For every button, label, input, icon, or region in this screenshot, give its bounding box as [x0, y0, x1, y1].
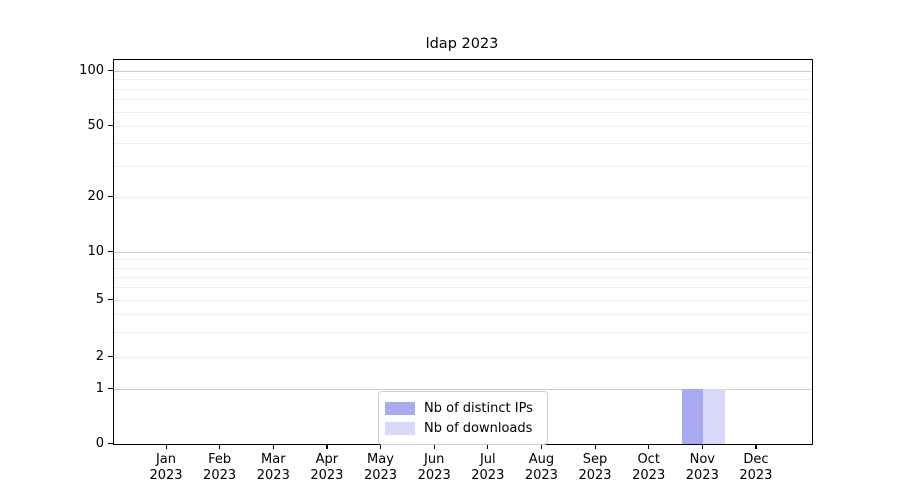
y-tick-label: 10 [87, 243, 104, 259]
x-tick-label: Nov 2023 [685, 452, 719, 483]
gridline-minor [114, 267, 812, 269]
x-tick-mark [540, 444, 543, 449]
gridline-minor [114, 300, 812, 301]
y-tick-mark [108, 442, 113, 444]
x-tick-mark [487, 444, 489, 449]
bar-nb-of-downloads [703, 389, 725, 444]
y-tick-label: 20 [87, 188, 104, 204]
x-tick-label: May 2023 [363, 452, 398, 483]
x-tick-mark [594, 444, 596, 449]
gridline-minor [114, 331, 812, 333]
gridline-minor [114, 276, 812, 278]
y-tick-label: 5 [95, 291, 104, 307]
x-tick-mark [326, 444, 328, 449]
gridline-minor [114, 88, 812, 90]
x-tick-label: Jan 2023 [149, 452, 183, 483]
gridline-minor [114, 165, 812, 167]
y-tick-mark [108, 355, 113, 357]
gridline-minor [114, 357, 812, 358]
y-tick-mark [108, 69, 113, 71]
x-tick-label: Apr 2023 [310, 452, 344, 483]
gridline-minor [114, 197, 812, 198]
x-tick-label: Aug 2023 [524, 452, 558, 483]
legend: Nb of distinct IPs Nb of downloads [378, 391, 548, 445]
gridline-minor [114, 259, 812, 261]
bar-nb-of-distinct-ips [681, 389, 704, 444]
gridline-minor [114, 313, 812, 315]
legend-label-distinct-ips: Nb of distinct IPs [424, 400, 533, 416]
legend-swatch-downloads [385, 421, 415, 435]
x-tick-mark [701, 444, 703, 449]
gridline-minor [114, 287, 812, 289]
x-tick-label: Oct 2023 [632, 452, 666, 483]
plot-area: Nb of distinct IPs Nb of downloads [113, 59, 813, 445]
x-tick-label: Feb 2023 [203, 452, 237, 483]
x-tick-mark [433, 444, 435, 449]
gridline-major [114, 71, 812, 72]
legend-swatch-distinct-ips [385, 401, 415, 415]
legend-label-downloads: Nb of downloads [424, 420, 533, 436]
x-tick-mark [165, 444, 167, 449]
gridline-minor [114, 111, 812, 113]
x-tick-label: Mar 2023 [256, 452, 290, 483]
x-tick-mark [219, 444, 221, 449]
x-tick-label: Jun 2023 [417, 452, 451, 483]
y-tick-label: 50 [87, 117, 104, 133]
x-tick-mark [755, 444, 757, 449]
legend-item-downloads: Nb of downloads [385, 418, 539, 438]
y-tick-mark [108, 387, 113, 389]
x-tick-label: Sep 2023 [578, 452, 612, 483]
gridline-minor [114, 99, 812, 101]
y-tick-label: 100 [79, 62, 104, 78]
x-tick-label: Dec 2023 [739, 452, 773, 483]
y-tick-label: 0 [95, 435, 104, 451]
y-tick-mark [108, 298, 113, 300]
chart-title: ldap 2023 [425, 36, 499, 52]
gridline-major [114, 252, 812, 253]
legend-item-distinct-ips: Nb of distinct IPs [385, 398, 539, 418]
x-tick-label: Jul 2023 [471, 452, 505, 483]
y-tick-mark [108, 250, 113, 252]
y-tick-label: 1 [95, 380, 104, 396]
y-tick-mark [108, 195, 113, 197]
gridline-minor [114, 79, 812, 81]
y-tick-mark [108, 124, 113, 126]
x-tick-mark [380, 444, 382, 449]
y-tick-label: 2 [95, 348, 104, 364]
gridline-major [114, 389, 812, 390]
x-tick-mark [648, 444, 650, 449]
x-tick-mark [272, 444, 274, 449]
gridline-minor [114, 126, 812, 127]
gridline-minor [114, 143, 812, 145]
